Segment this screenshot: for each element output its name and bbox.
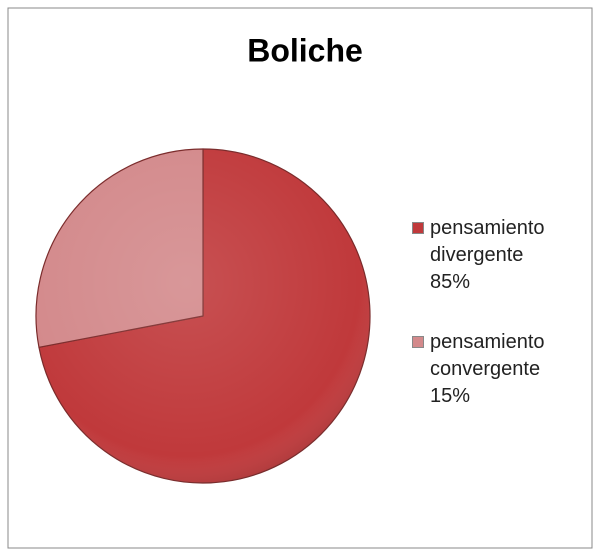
legend-label: pensamiento convergente 15% [430, 331, 545, 407]
legend-item: pensamiento convergente 15% [412, 329, 545, 410]
legend-swatch [412, 336, 424, 348]
legend-swatch [412, 222, 424, 234]
legend-item: pensamiento divergente 85% [412, 215, 545, 296]
legend-label: pensamiento divergente 85% [430, 217, 545, 293]
chart-title: Boliche [247, 32, 363, 68]
